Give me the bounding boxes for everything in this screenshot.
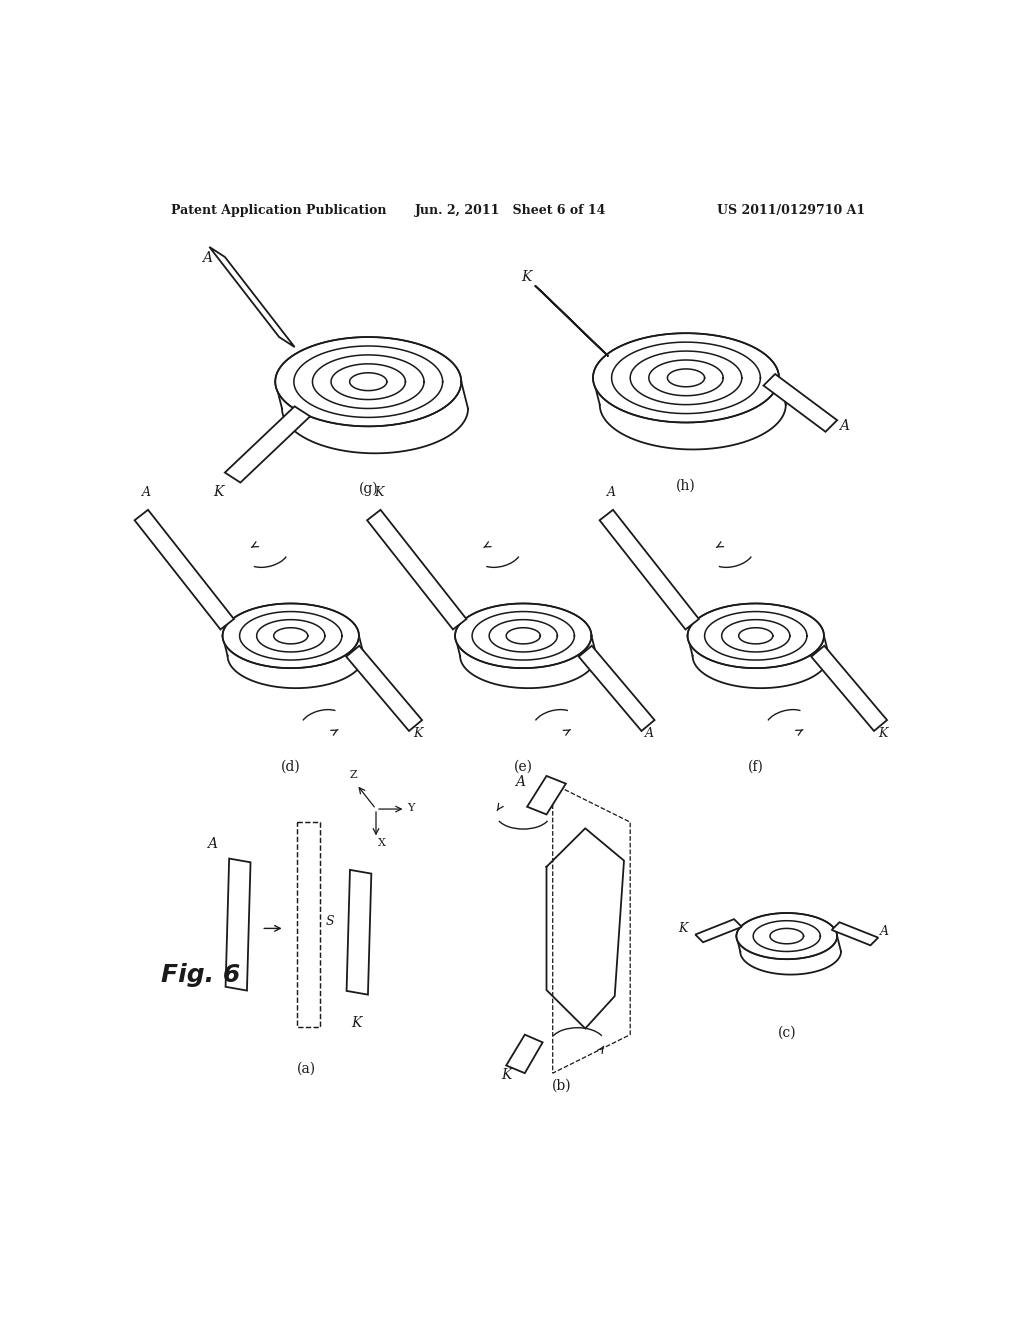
Polygon shape — [367, 510, 466, 630]
Polygon shape — [527, 776, 566, 814]
Polygon shape — [535, 285, 608, 356]
Text: (e): (e) — [514, 759, 532, 774]
Text: K: K — [375, 486, 384, 499]
Text: A: A — [515, 775, 525, 789]
Text: S: S — [326, 915, 334, 928]
Text: A: A — [880, 924, 889, 937]
Polygon shape — [222, 636, 364, 688]
Text: (b): (b) — [552, 1080, 571, 1093]
Polygon shape — [225, 858, 251, 990]
Polygon shape — [736, 936, 841, 974]
Polygon shape — [222, 603, 359, 668]
Text: K: K — [413, 727, 422, 741]
Polygon shape — [346, 870, 372, 995]
Polygon shape — [275, 381, 468, 453]
Polygon shape — [687, 603, 824, 668]
Text: US 2011/0129710 A1: US 2011/0129710 A1 — [717, 205, 865, 218]
Polygon shape — [831, 923, 879, 945]
Text: A: A — [207, 837, 217, 850]
Text: (g): (g) — [358, 482, 378, 496]
Text: (f): (f) — [748, 759, 764, 774]
Polygon shape — [600, 510, 699, 630]
Polygon shape — [455, 636, 597, 688]
Text: A: A — [142, 486, 151, 499]
Text: A: A — [840, 420, 850, 433]
Polygon shape — [209, 247, 295, 347]
Polygon shape — [297, 822, 321, 1027]
Polygon shape — [593, 333, 779, 422]
Text: A: A — [202, 251, 212, 265]
Text: (h): (h) — [676, 479, 696, 492]
Text: A: A — [645, 727, 654, 741]
Polygon shape — [764, 374, 838, 432]
Polygon shape — [687, 636, 829, 688]
Polygon shape — [275, 337, 461, 426]
Text: K: K — [521, 269, 532, 284]
Text: X: X — [378, 838, 385, 847]
Polygon shape — [553, 784, 630, 1073]
Polygon shape — [134, 510, 233, 630]
Text: A: A — [607, 486, 615, 499]
Polygon shape — [695, 919, 741, 942]
Polygon shape — [593, 378, 785, 449]
Text: Z: Z — [349, 771, 357, 780]
Text: K: K — [878, 727, 887, 741]
Text: Y: Y — [407, 803, 415, 813]
Text: Fig. 6: Fig. 6 — [161, 962, 240, 986]
Polygon shape — [736, 913, 838, 960]
Polygon shape — [455, 603, 592, 668]
Polygon shape — [811, 645, 887, 731]
Polygon shape — [506, 1035, 543, 1073]
Text: K: K — [213, 484, 223, 499]
Text: K: K — [502, 1068, 512, 1081]
Text: (d): (d) — [281, 759, 301, 774]
Polygon shape — [346, 645, 422, 731]
Text: K: K — [351, 1016, 361, 1030]
Text: Jun. 2, 2011   Sheet 6 of 14: Jun. 2, 2011 Sheet 6 of 14 — [415, 205, 606, 218]
Polygon shape — [579, 645, 654, 731]
Text: (a): (a) — [297, 1063, 315, 1076]
Text: (c): (c) — [777, 1026, 796, 1039]
Polygon shape — [225, 407, 310, 483]
Text: K: K — [678, 923, 688, 936]
Text: Patent Application Publication: Patent Application Publication — [171, 205, 386, 218]
